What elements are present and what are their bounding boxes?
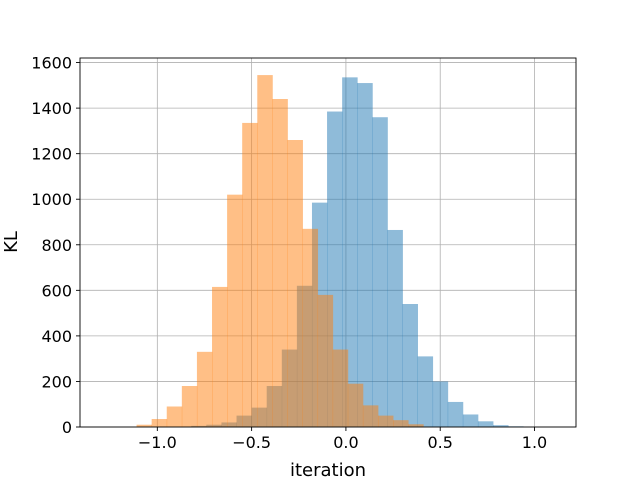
histogram-bar xyxy=(477,421,494,427)
histogram-bar xyxy=(417,356,434,427)
x-tick-label: 0.5 xyxy=(427,433,452,452)
y-tick-label: 400 xyxy=(41,327,72,346)
histogram-bar xyxy=(402,304,418,427)
histogram-bar xyxy=(272,99,288,427)
histogram-bar xyxy=(302,228,319,427)
histogram-bar xyxy=(151,419,168,427)
y-axis-label: KL xyxy=(1,231,22,253)
histogram-bar xyxy=(377,415,394,427)
y-tick-label: 1600 xyxy=(31,54,72,73)
histogram-bar xyxy=(493,425,509,427)
y-tick-label: 1000 xyxy=(31,190,72,209)
histogram-bar xyxy=(166,406,183,427)
histogram-bar xyxy=(181,386,198,427)
histogram-bar xyxy=(227,194,243,427)
histogram-bar xyxy=(357,83,373,428)
histogram-bar xyxy=(332,349,349,427)
histogram-bar xyxy=(287,140,303,427)
histogram-bar xyxy=(317,294,334,427)
y-tick-label: 800 xyxy=(41,236,72,255)
histogram-bar xyxy=(462,414,479,427)
y-tick-label: 600 xyxy=(41,281,72,300)
histogram-bar xyxy=(372,117,388,427)
histogram-bars xyxy=(136,75,524,428)
x-axis-label: iteration xyxy=(290,460,366,480)
histogram-bar xyxy=(387,229,403,427)
x-tick-label: 1.0 xyxy=(522,433,547,452)
y-tick-label: 1200 xyxy=(31,145,72,164)
x-tick-label: 0.0 xyxy=(333,433,358,452)
y-tick-label: 0 xyxy=(62,418,72,437)
histogram-bar xyxy=(432,381,449,427)
histogram-bar xyxy=(136,424,153,427)
histogram-bar xyxy=(257,75,273,427)
histogram-bar xyxy=(408,424,424,427)
histogram-bar xyxy=(212,286,228,427)
histogram-bar xyxy=(393,420,409,427)
y-tick-label: 1400 xyxy=(31,99,72,118)
x-tick-label: −1.0 xyxy=(138,433,177,452)
y-tick-label: 200 xyxy=(41,372,72,391)
histogram-bar xyxy=(196,351,213,427)
histogram-bar xyxy=(347,383,364,427)
axis-ticks: −1.0 −0.5 0.0 0.5 1.0 0 200 400 600 800 1000 1200 14… xyxy=(31,54,547,452)
histogram-bar xyxy=(447,401,464,427)
histogram-bar xyxy=(342,77,358,427)
histogram-bar xyxy=(362,405,379,427)
plot-frame xyxy=(79,57,577,428)
histogram-bar xyxy=(242,122,258,428)
x-tick-label: −0.5 xyxy=(232,433,271,452)
